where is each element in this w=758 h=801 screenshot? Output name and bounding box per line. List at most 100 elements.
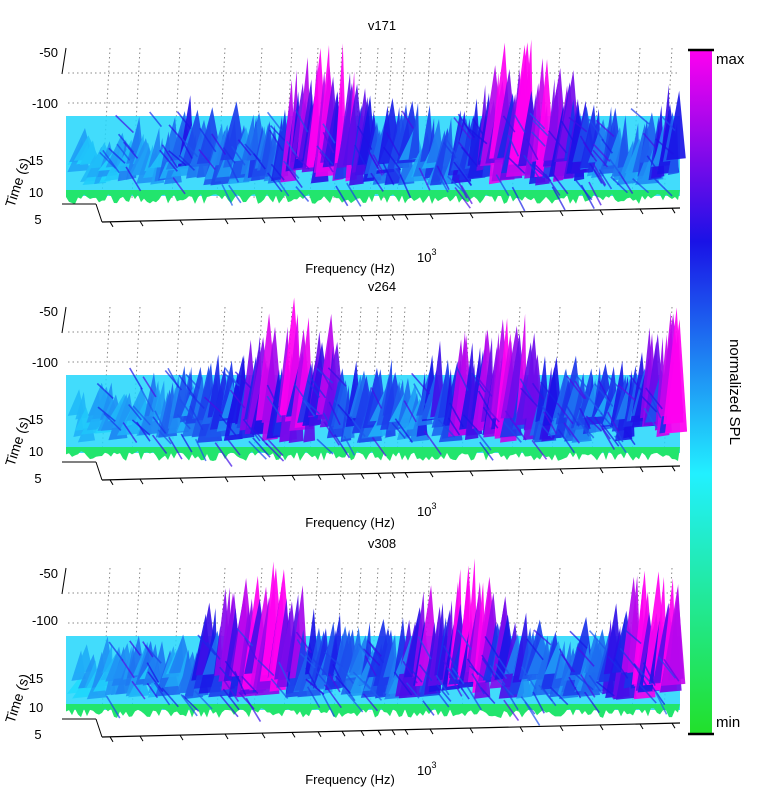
surface-streak — [276, 179, 290, 197]
surface-streak — [466, 658, 479, 676]
frequency-tick — [519, 211, 524, 218]
frequency-tick — [261, 732, 266, 739]
surface-streak — [316, 145, 334, 166]
surface-streak — [576, 646, 595, 667]
surface-streak — [642, 662, 656, 686]
surface-streak — [226, 159, 240, 183]
surface-streak — [541, 405, 554, 422]
surface-streak — [268, 129, 284, 152]
surface-streak — [462, 414, 479, 432]
surface-streak — [347, 413, 366, 437]
surface-streak — [310, 377, 327, 399]
spectral-peak — [93, 670, 112, 692]
y-tick-label: 15 — [29, 671, 43, 686]
surface-streak — [372, 154, 385, 175]
colorbar-min-label: min — [716, 714, 740, 731]
surface-streak — [484, 406, 500, 423]
surface-streak — [423, 430, 442, 456]
surface-streak — [448, 673, 463, 697]
frequency-tick — [291, 217, 296, 223]
surface-streak — [601, 138, 613, 154]
surface-streak — [371, 436, 387, 457]
frequency-tick — [391, 472, 396, 479]
frequency-tick — [429, 213, 434, 220]
surface-floor-fringe — [66, 190, 680, 204]
surface-streak — [477, 390, 490, 411]
frequency-tick — [341, 473, 346, 480]
surface-streak — [295, 109, 309, 133]
surface-streak — [519, 378, 535, 403]
surface-streak — [556, 402, 574, 425]
surface-streak — [454, 186, 471, 209]
surface-streak — [99, 151, 117, 169]
frequency-tick — [224, 733, 229, 740]
surface-streak — [532, 119, 549, 137]
surface-streak — [313, 667, 332, 690]
surface-streak — [413, 383, 428, 408]
surface-streak — [231, 145, 246, 166]
surface-streak — [336, 660, 355, 685]
surface-streak — [229, 389, 246, 409]
surface-streak — [511, 186, 526, 212]
spectral-peak — [516, 664, 532, 699]
surface-streak — [115, 114, 135, 134]
frequency-tick — [671, 722, 676, 729]
surface-streak — [244, 637, 258, 660]
panel-title: v264 — [368, 279, 396, 294]
surface-streak — [323, 684, 342, 709]
surface-streak — [417, 636, 432, 660]
surface-streak — [306, 686, 321, 709]
surface-streak — [132, 405, 151, 426]
surface-streak — [443, 645, 457, 668]
y-tick-label: 15 — [29, 412, 43, 427]
y-tick-label: 5 — [34, 212, 41, 227]
x-tick-label: 103 — [417, 247, 436, 265]
surface-streak — [537, 420, 553, 439]
frequency-tick — [179, 734, 184, 741]
surface-streak — [321, 692, 336, 717]
surface-streak — [589, 163, 603, 184]
surface-streak — [563, 422, 581, 444]
frequency-tick — [429, 728, 434, 735]
surface-streak — [299, 652, 316, 669]
surface-streak — [588, 630, 607, 651]
frequency-tick — [360, 730, 365, 736]
surface-streak — [370, 172, 384, 192]
surface-streak — [185, 373, 200, 390]
surface-streak — [657, 656, 677, 679]
surface-streak — [172, 177, 186, 195]
surface-streak — [584, 691, 600, 714]
surface-streak — [646, 155, 659, 172]
surface-streak — [640, 395, 658, 413]
frequency-tick — [469, 470, 474, 477]
surface-streak — [610, 176, 628, 194]
surface-streak — [108, 641, 124, 661]
surface-streak — [323, 421, 340, 446]
surface-streak — [367, 149, 379, 169]
surface-streak — [223, 680, 240, 703]
surface-streak — [592, 149, 609, 168]
surface-streak — [507, 157, 526, 174]
surface-streak — [457, 629, 472, 651]
grid-lines — [68, 306, 680, 456]
axes-lines — [61, 47, 681, 228]
surface-streak — [456, 177, 468, 199]
surface-streak — [328, 673, 341, 693]
surface-streak — [600, 422, 620, 447]
surface-streak — [222, 147, 236, 164]
spectral-peak — [666, 90, 686, 161]
surface-streak — [632, 178, 650, 194]
y-axis-label: Time (s) — [2, 156, 33, 209]
frequency-tick — [469, 212, 474, 219]
surface-streak — [189, 405, 204, 431]
surface-streak — [471, 372, 486, 393]
surface-streak — [370, 387, 383, 409]
surface-streak — [206, 641, 221, 660]
frequency-tick — [404, 472, 409, 478]
surface-streak — [484, 635, 500, 659]
surface-streak — [103, 412, 122, 431]
y-axis-label: Time (s) — [2, 415, 33, 468]
surface-streak — [199, 127, 217, 153]
surface-streak — [286, 165, 303, 189]
